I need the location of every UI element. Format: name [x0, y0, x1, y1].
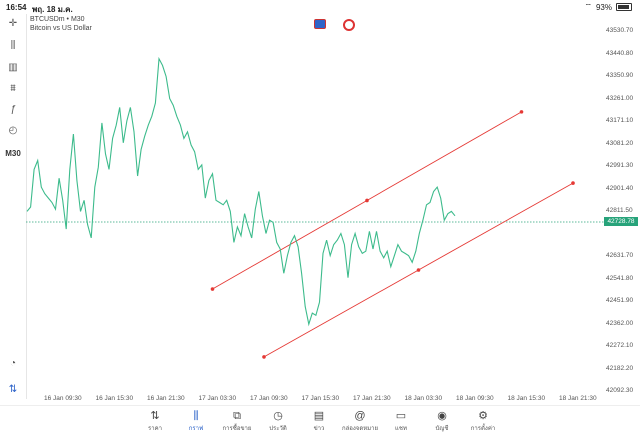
symbol-info: BTCUSDm • M30 Bitcoin vs US Dollar — [30, 15, 92, 33]
time-tick: 16 Jan 21:30 — [147, 395, 185, 402]
nav-quotes[interactable]: ⇅ ราคา — [135, 409, 175, 433]
status-time: 16:54 — [6, 3, 27, 12]
symbol-title: BTCUSDm • M30 — [30, 16, 85, 23]
chart-toolbar: ✛ ⫼ ▥ ⩩ ƒ ◴ M30 ◔ ⇅ — [0, 14, 27, 399]
channel-anchor[interactable] — [262, 355, 266, 359]
time-tick: 17 Jan 21:30 — [353, 395, 391, 402]
news-icon: ▤ — [313, 410, 325, 422]
nav-chat[interactable]: ▭ แชท — [381, 409, 421, 433]
nav-settings[interactable]: ⚙ การตั้งค่า — [463, 409, 503, 433]
time-tick: 17 Jan 03:30 — [198, 395, 237, 402]
trade-panel-icon[interactable]: ⇅ — [8, 384, 18, 395]
channel-anchor[interactable] — [571, 181, 575, 185]
nav-news[interactable]: ▤ ข่าว — [299, 409, 339, 433]
current-price-badge: 42728.78 — [604, 217, 638, 226]
battery-icon — [616, 3, 632, 11]
chart-type-icon[interactable]: ⫼ — [10, 40, 16, 51]
time-tick: 18 Jan 15:30 — [507, 395, 546, 402]
mailbox-icon: @ — [354, 410, 366, 422]
settings-sliders-icon[interactable]: ⩩ — [10, 83, 16, 94]
speedometer-icon[interactable]: ◔ — [9, 358, 17, 369]
chart-icon: ⫼ — [193, 410, 199, 422]
crosshair-icon[interactable]: ✛ — [8, 18, 18, 29]
price-tick: 42092.30 — [606, 387, 634, 394]
channel-lines[interactable] — [210, 110, 575, 359]
price-tick: 43171.10 — [606, 117, 634, 124]
price-tick: 42631.70 — [606, 252, 634, 259]
nav-label: บัญชี — [435, 426, 449, 432]
sell-button[interactable] — [314, 19, 326, 29]
wifi-icon: ⌔ — [584, 2, 592, 11]
price-tick: 43440.80 — [606, 49, 634, 57]
nav-label: กราฟ — [188, 426, 204, 432]
status-right: ⌔ 93% — [584, 2, 632, 12]
symbol-subtitle: Bitcoin vs US Dollar — [30, 25, 92, 32]
indicators-icon[interactable]: ▥ — [8, 62, 18, 73]
nav-chart[interactable]: ⫼ กราฟ — [176, 409, 216, 433]
channel-anchor[interactable] — [365, 198, 369, 203]
price-tick: 42991.30 — [606, 162, 634, 169]
status-date: พฤ. 18 ม.ค. — [32, 5, 73, 14]
nav-label: กล่องจดหมาย — [341, 426, 379, 432]
chat-icon: ▭ — [395, 410, 407, 422]
time-tick: 18 Jan 03:30 — [404, 395, 443, 402]
channel-anchor[interactable] — [210, 287, 215, 291]
history-icon: ◷ — [273, 410, 283, 422]
channel-anchor[interactable] — [519, 110, 524, 114]
shapes-icon[interactable]: ◴ — [8, 125, 18, 136]
nav-account[interactable]: ◉ บัญชี — [422, 409, 462, 433]
buy-button[interactable] — [343, 19, 355, 31]
battery-percent: 93% — [595, 2, 612, 12]
nav-label: ข่าว — [313, 426, 325, 432]
price-tick: 43261.00 — [606, 94, 634, 102]
one-click-trading — [314, 19, 355, 31]
price-tick: 43081.20 — [606, 139, 634, 147]
nav-trade[interactable]: ⧉ การซื้อขาย — [217, 409, 257, 433]
price-tick: 43350.90 — [606, 72, 634, 79]
price-tick: 42362.00 — [606, 319, 634, 327]
nav-mailbox[interactable]: @ กล่องจดหมาย — [340, 409, 380, 433]
trade-icon: ⧉ — [233, 410, 241, 422]
price-tick: 42451.90 — [606, 297, 634, 304]
status-bar: 16:54 พฤ. 18 ม.ค. ⌔ 93% — [0, 0, 640, 14]
channel-anchor[interactable] — [416, 268, 421, 272]
nav-label: ราคา — [148, 426, 162, 432]
timeframe-button[interactable]: M30 — [5, 149, 21, 158]
price-series-line — [26, 56, 456, 327]
settings-icon: ⚙ — [478, 410, 488, 422]
time-tick: 17 Jan 15:30 — [301, 395, 340, 402]
price-tick: 42182.20 — [606, 364, 634, 372]
price-tick: 42901.40 — [606, 184, 634, 192]
quotes-icon: ⇅ — [150, 410, 160, 422]
function-icon[interactable]: ƒ — [10, 104, 16, 115]
price-tick: 42541.80 — [606, 274, 634, 282]
price-tick: 42272.10 — [606, 342, 634, 349]
bottom-navigation: ⇅ ราคา ⫼ กราฟ ⧉ การซื้อขาย ◷ ประวัติ ▤ ข่าว @ กล่อง… — [0, 405, 640, 448]
time-tick: 18 Jan 21:30 — [559, 395, 597, 402]
time-tick: 16 Jan 15:30 — [95, 395, 134, 402]
account-icon: ◉ — [437, 410, 447, 422]
nav-label: การซื้อขาย — [222, 426, 252, 432]
time-tick: 17 Jan 09:30 — [250, 395, 288, 402]
price-tick: 43530.70 — [606, 27, 634, 34]
nav-label: แชท — [395, 426, 407, 432]
nav-label: การตั้งค่า — [470, 426, 496, 432]
nav-history[interactable]: ◷ ประวัติ — [258, 409, 298, 433]
price-tick: 42811.50 — [606, 207, 633, 214]
time-tick: 18 Jan 09:30 — [456, 395, 494, 402]
nav-label: ประวัติ — [269, 426, 287, 432]
time-tick: 16 Jan 09:30 — [44, 395, 82, 402]
